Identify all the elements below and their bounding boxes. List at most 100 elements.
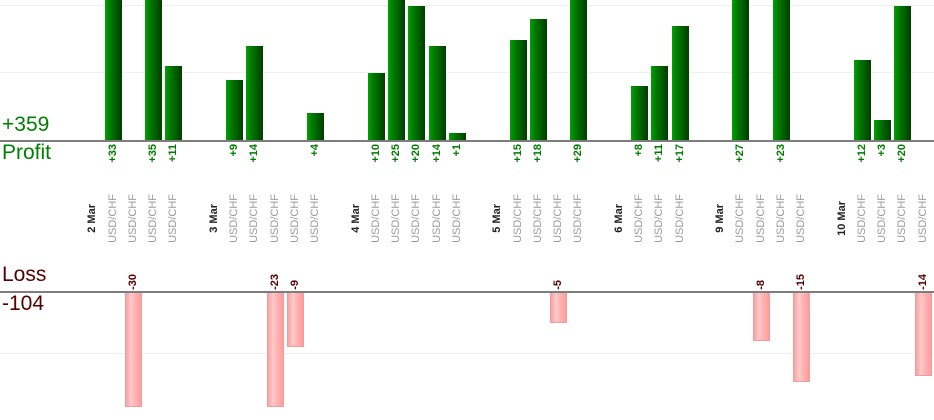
profit-value-label: +29 [572, 144, 585, 163]
loss-value-label: -23 [268, 274, 281, 290]
total-profit-value: +359 [2, 113, 50, 136]
profit-bar [853, 59, 871, 140]
profit-bar [104, 0, 122, 140]
profit-bar [631, 86, 649, 140]
symbol-label-slot: USD/CHF [650, 182, 670, 254]
loss-bar [793, 293, 811, 383]
profit-bar [671, 26, 689, 140]
profit-bar [772, 0, 790, 140]
profit-bar [874, 119, 892, 140]
symbol-label-slot: USD/CHF [670, 182, 690, 254]
symbol-label: USD/CHF [167, 193, 180, 243]
profit-value-label: +8 [633, 144, 646, 157]
symbol-label: USD/CHF [288, 193, 301, 243]
date-label: 3 Mar [207, 203, 220, 233]
symbol-label-slot: USD/CHF [407, 182, 427, 254]
symbol-label: USD/CHF [268, 193, 281, 243]
profit-value-label: +17 [673, 144, 686, 163]
loss-value-slot: -15 [792, 246, 812, 290]
profit-value-label: +15 [511, 144, 524, 163]
symbol-label-slot: USD/CHF [751, 182, 771, 254]
symbol-label-slot: USD/CHF [387, 182, 407, 254]
profit-bar [408, 6, 426, 140]
symbol-label: USD/CHF [633, 193, 646, 243]
profit-value-label: +33 [106, 144, 119, 163]
profit-value-label: +18 [531, 144, 544, 163]
date-label-slot: 6 Mar [609, 182, 629, 254]
profit-bar [367, 73, 385, 140]
profit-bar [388, 0, 406, 140]
profit-bar [165, 66, 183, 140]
profit-value-label: +10 [369, 144, 382, 163]
profit-axis-title: Profit [2, 141, 52, 164]
symbol-label-slot: USD/CHF [630, 182, 650, 254]
loss-value-label: -14 [916, 274, 929, 290]
total-loss-value: -104 [2, 292, 45, 315]
symbol-label-slot: USD/CHF [265, 182, 285, 254]
profit-bar [226, 79, 244, 140]
profit-bar [509, 39, 527, 140]
profit-value-label: +23 [774, 144, 787, 163]
symbol-label: USD/CHF [916, 193, 929, 243]
date-label-slot: 3 Mar [204, 182, 224, 254]
symbol-label: USD/CHF [369, 193, 382, 243]
symbol-label-slot: USD/CHF [549, 182, 569, 254]
profit-value-label: +4 [309, 144, 322, 157]
symbol-label-slot: USD/CHF [731, 182, 751, 254]
symbol-label-slot: USD/CHF [306, 182, 326, 254]
symbol-label: USD/CHF [653, 193, 666, 243]
loss-value-label: -15 [795, 274, 808, 290]
loss-bar [752, 293, 770, 341]
loss-value-slot: -9 [285, 246, 305, 290]
symbol-label-slot: USD/CHF [893, 182, 913, 254]
symbol-label: USD/CHF [734, 193, 747, 243]
symbol-label: USD/CHF [896, 193, 909, 243]
profit-value-label: +3 [876, 144, 889, 157]
loss-value-labels-row: -30 -23 -9 -5 -8 -15 -14 [0, 246, 934, 290]
loss-bar [266, 293, 284, 407]
profit-value-label: +20 [896, 144, 909, 163]
symbol-label-slot: USD/CHF [366, 182, 386, 254]
symbol-label: USD/CHF [390, 193, 403, 243]
symbol-label: USD/CHF [430, 193, 443, 243]
loss-bar [286, 293, 304, 347]
loss-gridline [0, 352, 934, 354]
loss-axis-title: Loss [2, 263, 47, 286]
date-label-slot: 2 Mar [83, 182, 103, 254]
symbol-label-slot: USD/CHF [245, 182, 265, 254]
profit-value-label: +20 [410, 144, 423, 163]
profit-value-label: +35 [147, 144, 160, 163]
symbol-label: USD/CHF [552, 193, 565, 243]
symbol-label-slot: USD/CHF [225, 182, 245, 254]
symbol-label-slot: USD/CHF [164, 182, 184, 254]
profit-bar [529, 19, 547, 140]
date-label: 6 Mar [612, 203, 625, 233]
symbol-label-slot: USD/CHF [508, 182, 528, 254]
profit-bar [651, 66, 669, 140]
symbol-label-slot: USD/CHF [528, 182, 548, 254]
symbol-label: USD/CHF [572, 193, 585, 243]
symbol-label: USD/CHF [876, 193, 889, 243]
profit-bar [145, 0, 163, 140]
symbol-label: USD/CHF [248, 193, 261, 243]
profit-bar [732, 0, 750, 140]
date-label: 2 Mar [86, 203, 99, 233]
symbol-label-slot: USD/CHF [103, 182, 123, 254]
symbol-label: USD/CHF [450, 193, 463, 243]
date-label-slot: 9 Mar [711, 182, 731, 254]
profit-bar [448, 133, 466, 140]
symbol-label: USD/CHF [855, 193, 868, 243]
profit-bar [246, 46, 264, 140]
date-label-slot: 10 Mar [832, 182, 852, 254]
profit-value-label: +1 [450, 144, 463, 157]
loss-bar [914, 293, 932, 377]
loss-value-label: -9 [288, 280, 301, 290]
symbol-label-slot: USD/CHF [771, 182, 791, 254]
date-label-slot: 4 Mar [346, 182, 366, 254]
loss-value-slot: -30 [123, 246, 143, 290]
symbol-label-slot: USD/CHF [447, 182, 467, 254]
date-label: 10 Mar [835, 200, 848, 236]
profit-value-label: +11 [167, 144, 180, 163]
profit-bar [428, 46, 446, 140]
